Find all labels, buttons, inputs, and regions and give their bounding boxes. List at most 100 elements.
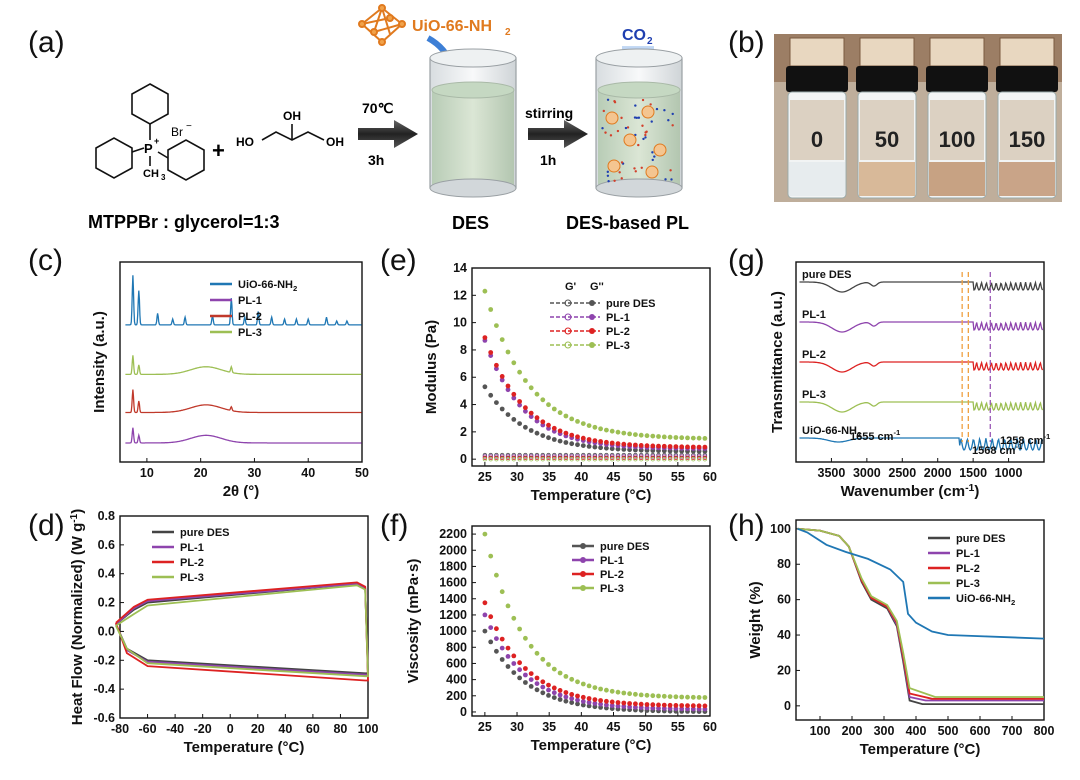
modulus-gpp-point bbox=[621, 454, 626, 459]
modulus-gpp-point bbox=[639, 457, 644, 462]
viscosity-point bbox=[644, 705, 650, 711]
modulus-gp-point bbox=[656, 443, 661, 449]
modulus-gpp-point bbox=[621, 457, 626, 462]
modulus-gp-point bbox=[517, 399, 522, 404]
modulus-gpp-point bbox=[586, 457, 592, 462]
modulus-gp-point bbox=[609, 440, 615, 446]
panel-g: (g) 3500 3000 2500 2000 1500 1000 Wavenumber (c… bbox=[728, 244, 1051, 500]
viscosity-point bbox=[679, 703, 685, 708]
modulus-gp-point bbox=[609, 428, 615, 434]
viscosity-point bbox=[702, 695, 708, 700]
modulus-gp-point bbox=[621, 447, 627, 452]
viscosity-point bbox=[627, 704, 632, 710]
legend-header-gpp: G'' bbox=[590, 281, 604, 293]
viscosity-point bbox=[482, 600, 488, 606]
modulus-gpp-point bbox=[482, 457, 488, 462]
pl-particle-dot bbox=[670, 178, 673, 181]
phenyl-ring-left bbox=[95, 137, 133, 179]
pl-particle-dot bbox=[604, 131, 607, 134]
modulus-gpp-point bbox=[488, 457, 493, 462]
modulus-gpp-point bbox=[529, 454, 534, 459]
y-axis-title: Weight (%) bbox=[747, 581, 764, 658]
vial-number-label: 100 bbox=[939, 127, 976, 152]
modulus-gpp-point bbox=[639, 452, 644, 458]
modulus-gpp-point bbox=[702, 452, 708, 458]
viscosity-point bbox=[494, 636, 499, 641]
viscosity-point bbox=[609, 703, 615, 708]
ftir-series-PL-3 bbox=[799, 400, 1044, 413]
modulus-gpp-point bbox=[552, 452, 557, 458]
viscosity-point bbox=[598, 698, 603, 703]
p-charge: + bbox=[154, 136, 159, 146]
viscosity-point bbox=[517, 667, 522, 673]
glycerol-structure bbox=[261, 124, 325, 141]
modulus-gpp-point bbox=[656, 457, 661, 462]
modulus-gp-point bbox=[609, 446, 615, 452]
panel-f-label: (f) bbox=[380, 509, 408, 542]
viscosity-point bbox=[690, 706, 696, 712]
modulus-gpp-point bbox=[523, 457, 528, 462]
modulus-gpp-point bbox=[633, 454, 638, 459]
pl-particle-dot bbox=[644, 136, 647, 139]
modulus-gp-point bbox=[569, 432, 575, 438]
modulus-gpp-point bbox=[581, 452, 586, 458]
modulus-gpp-point bbox=[546, 455, 551, 460]
modulus-gpp-point bbox=[604, 455, 609, 460]
pl-particles bbox=[601, 98, 674, 183]
viscosity-point bbox=[604, 687, 609, 693]
modulus-gpp-point bbox=[702, 454, 708, 459]
y-tick-label: 800 bbox=[446, 640, 467, 654]
modulus-gp-point bbox=[702, 436, 708, 441]
modulus-gp-point bbox=[569, 441, 575, 447]
viscosity-point bbox=[592, 685, 598, 690]
panel-h: (h) 100 200 300 400 500 600 700 800 0 20 40 60 80 100 T… bbox=[728, 509, 1054, 758]
panel-c-label: (c) bbox=[28, 244, 63, 277]
vial-cap bbox=[996, 66, 1058, 92]
viscosity-point bbox=[580, 702, 586, 708]
viscosity-point bbox=[679, 694, 685, 700]
modulus-gpp-point bbox=[523, 455, 528, 460]
ftir-series-PL-2 bbox=[799, 360, 1044, 373]
y-tick-label: 1000 bbox=[439, 624, 467, 638]
viscosity-point bbox=[494, 572, 499, 578]
panel-g-axes-frame bbox=[795, 261, 1045, 463]
modulus-gpp-point bbox=[529, 452, 534, 458]
modulus-gp-point bbox=[615, 446, 621, 452]
y-tick-label: 8 bbox=[460, 343, 467, 357]
viscosity-point bbox=[563, 694, 569, 700]
modulus-gpp-point bbox=[546, 452, 551, 458]
mtppbr-structure bbox=[95, 83, 205, 181]
x-tick-label: 40 bbox=[574, 720, 588, 734]
modulus-gpp-point bbox=[621, 455, 626, 460]
pl-particle-dot bbox=[635, 116, 639, 120]
modulus-gp-point bbox=[551, 406, 557, 412]
modulus-gp-point bbox=[661, 434, 667, 440]
modulus-gpp-point bbox=[610, 452, 615, 458]
modulus-gpp-point bbox=[650, 457, 655, 462]
pl-particle-dot bbox=[601, 127, 604, 130]
viscosity-point bbox=[528, 671, 534, 676]
panel-h-axes-frame bbox=[795, 519, 1045, 721]
y-tick-label: 200 bbox=[446, 689, 467, 703]
mof-label: UiO-66-NH bbox=[412, 18, 492, 35]
viscosity-point bbox=[546, 662, 551, 667]
viscosity-point bbox=[673, 694, 679, 700]
modulus-gpp-point bbox=[691, 457, 696, 462]
modulus-gpp-point bbox=[696, 457, 702, 462]
viscosity-point bbox=[586, 696, 592, 701]
vial-cap bbox=[786, 66, 848, 92]
modulus-gpp-point bbox=[592, 454, 598, 459]
modulus-gpp-point bbox=[656, 454, 661, 459]
modulus-gpp-point bbox=[615, 457, 621, 462]
ftir-annotation: 1258 cm-1 bbox=[1000, 432, 1051, 447]
modulus-gp-point bbox=[575, 419, 580, 424]
x-tick-label: 2000 bbox=[924, 466, 952, 480]
viscosity-point bbox=[685, 706, 690, 712]
viscosity-point bbox=[534, 681, 540, 686]
tga-series-PL-3 bbox=[797, 527, 1044, 698]
viscosity-point bbox=[592, 697, 598, 702]
viscosity-point bbox=[592, 701, 598, 706]
modulus-gpp-point bbox=[546, 457, 551, 462]
pl-particle-dot bbox=[667, 119, 670, 122]
vial-cap-label bbox=[789, 37, 845, 67]
